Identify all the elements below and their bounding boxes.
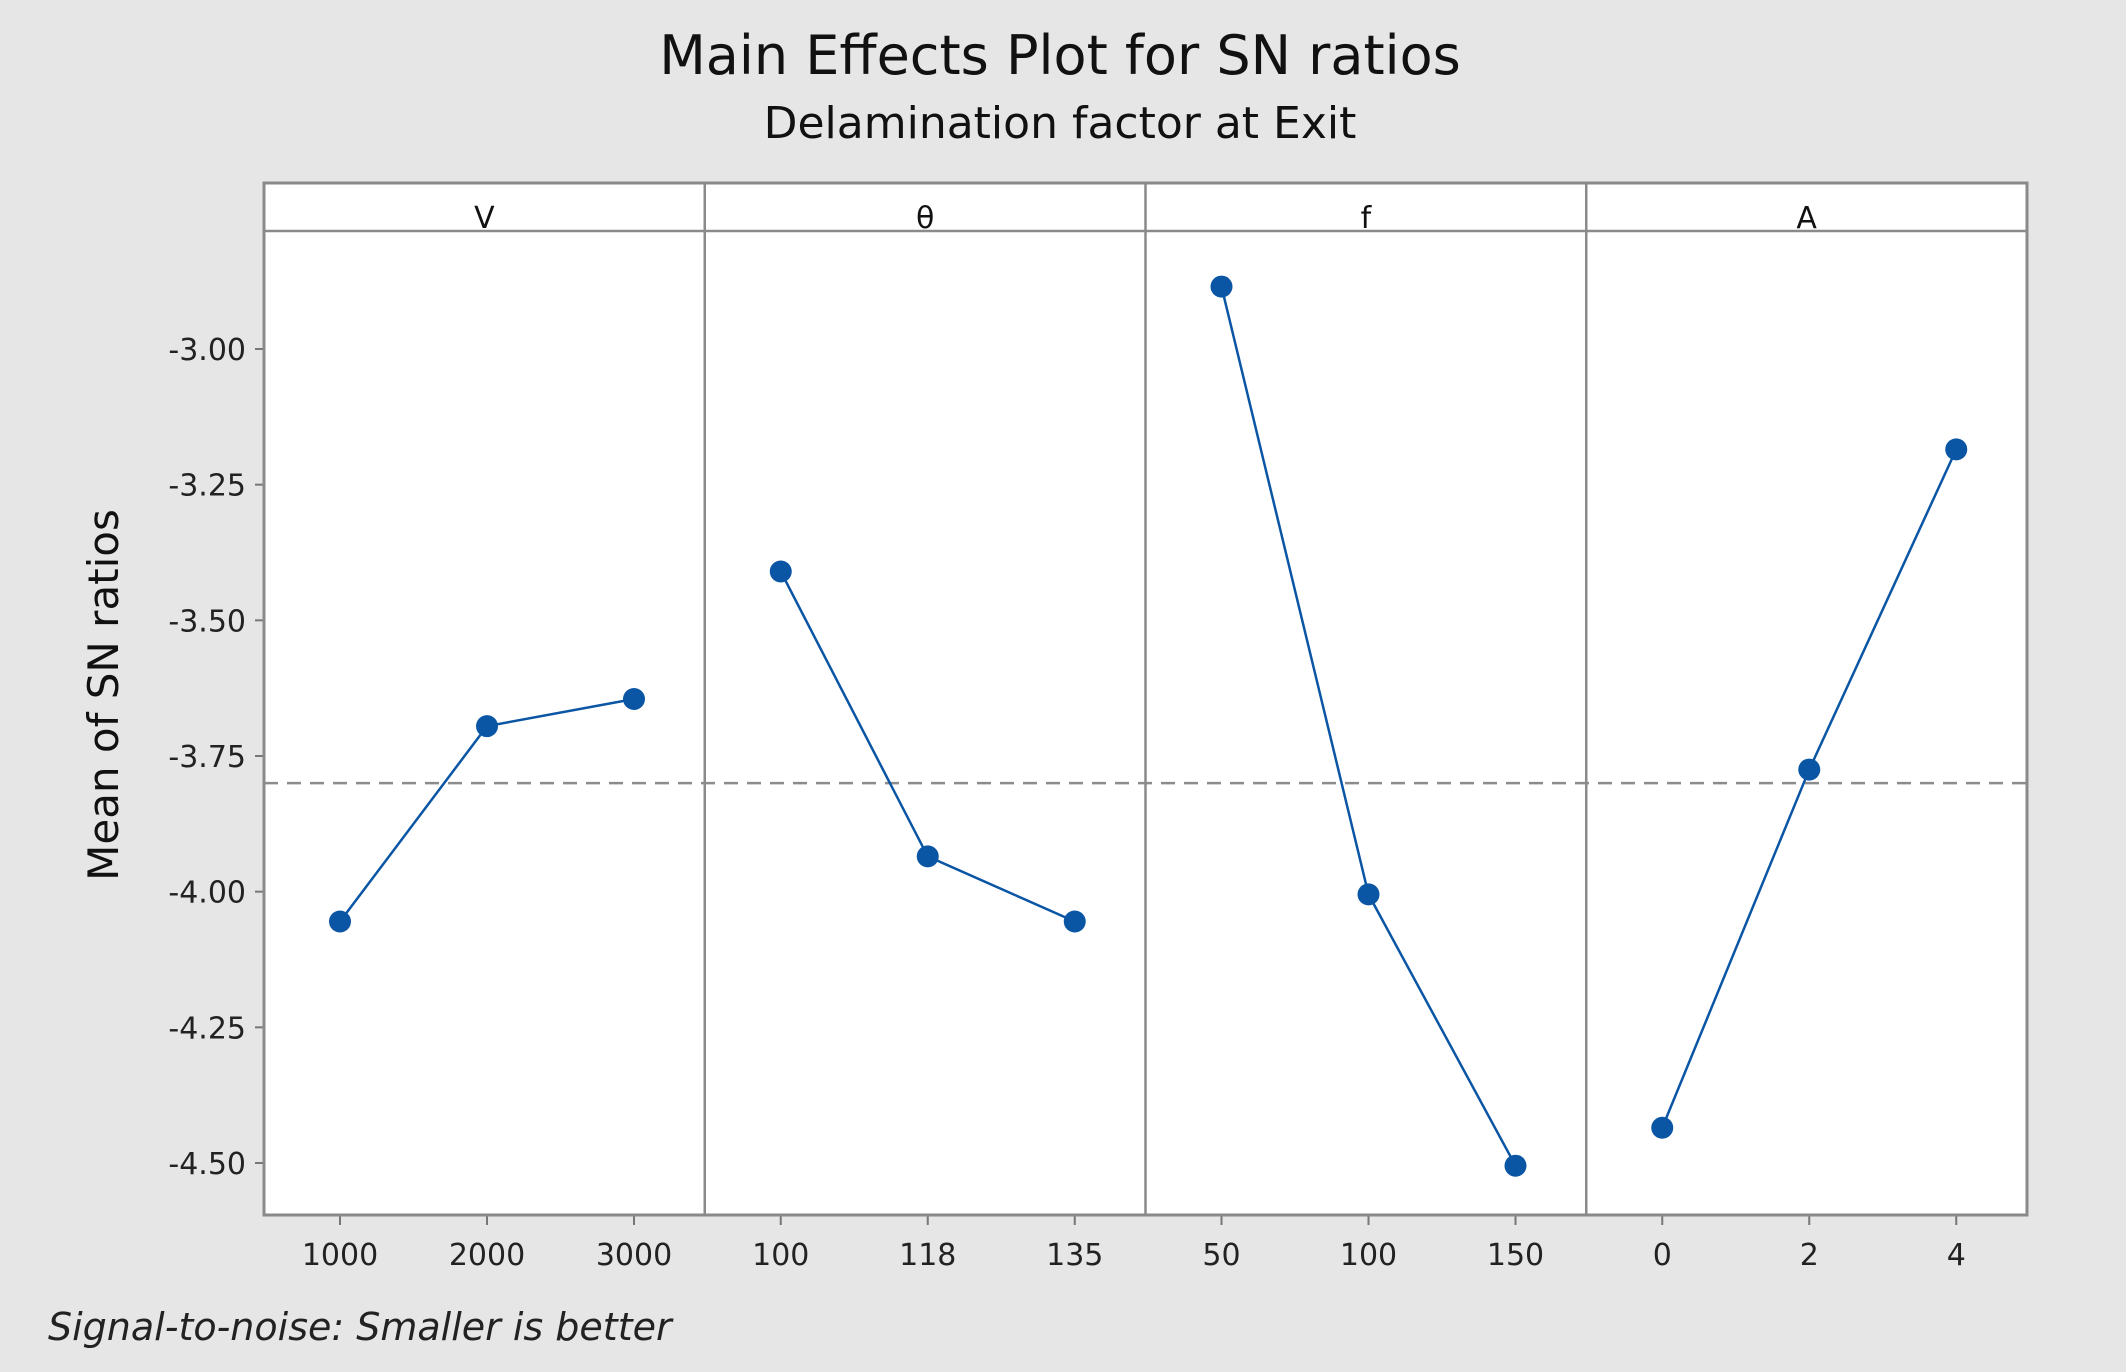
panel-header-label: θ	[916, 201, 934, 236]
x-tick-label: 118	[899, 1238, 956, 1273]
x-tick-label: 150	[1487, 1238, 1544, 1273]
plot-frame	[262, 181, 2029, 1217]
data-point	[1504, 1154, 1527, 1177]
data-point	[1945, 438, 1968, 461]
plot-area: -3.00-3.25-3.50-3.75-4.00-4.25-4.50V1000…	[168, 181, 2029, 1273]
x-tick-label: 50	[1202, 1238, 1240, 1273]
x-tick-label: 100	[752, 1238, 809, 1273]
x-tick-label: 0	[1653, 1238, 1672, 1273]
x-tick-label: 135	[1046, 1238, 1103, 1273]
x-tick-label: 100	[1340, 1238, 1397, 1273]
data-point	[916, 845, 939, 868]
data-point	[476, 715, 498, 738]
chart-subtitle: Delamination factor at Exit	[764, 98, 1357, 149]
data-point	[329, 910, 351, 933]
y-tick-label: -3.50	[168, 604, 246, 639]
footnote: Signal-to-noise: Smaller is better	[48, 1305, 674, 1349]
data-point	[1063, 910, 1086, 933]
y-axis-label: Mean of SN ratios	[79, 509, 128, 881]
panel-header-label: V	[474, 201, 495, 236]
y-tick-label: -3.25	[168, 469, 246, 504]
chart-title: Main Effects Plot for SN ratios	[659, 24, 1461, 87]
y-tick-label: -4.50	[168, 1147, 246, 1182]
panel-header-label: A	[1796, 201, 1817, 236]
data-point	[623, 688, 645, 711]
x-tick-label: 2000	[449, 1238, 525, 1273]
data-point	[1357, 883, 1380, 906]
y-tick-label: -4.00	[168, 876, 246, 911]
y-tick-label: -3.00	[168, 333, 246, 368]
data-point	[1651, 1116, 1674, 1139]
y-tick-label: -3.75	[168, 740, 246, 775]
x-tick-label: 3000	[596, 1238, 672, 1273]
x-tick-label: 4	[1947, 1238, 1966, 1273]
y-tick-label: -4.25	[168, 1011, 246, 1046]
x-tick-label: 2	[1800, 1238, 1819, 1273]
panel-header-label: f	[1361, 201, 1373, 236]
data-point	[1798, 758, 1821, 781]
x-tick-label: 1000	[302, 1238, 378, 1273]
data-point	[769, 560, 792, 583]
data-point	[1210, 275, 1233, 298]
